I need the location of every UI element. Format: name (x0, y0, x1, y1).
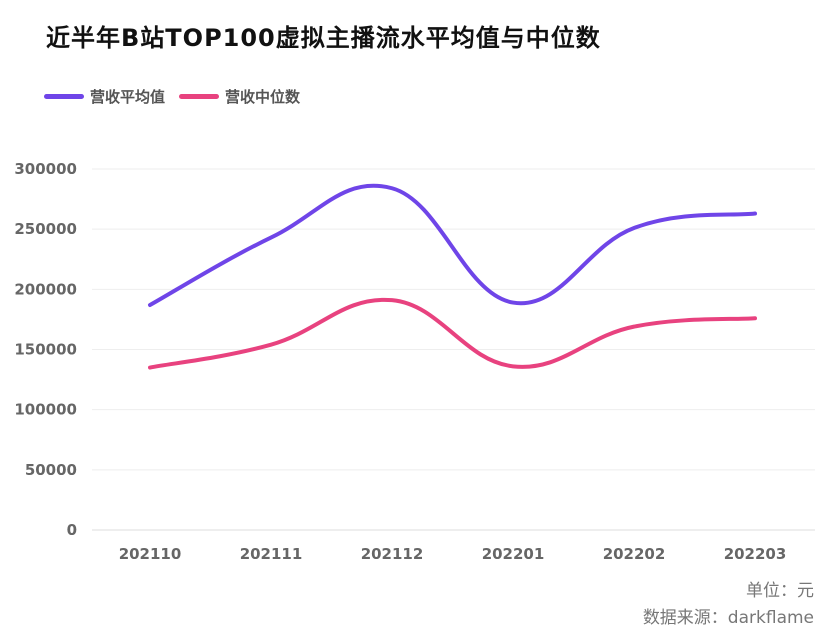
legend-swatch-median (179, 94, 220, 99)
x-tick-label: 202112 (361, 545, 424, 563)
y-tick-label: 250000 (14, 220, 77, 238)
legend: 营收平均值 营收中位数 (44, 86, 300, 107)
x-tick-label: 202111 (240, 545, 303, 563)
y-tick-label: 200000 (14, 280, 77, 298)
chart-title: 近半年B站TOP100虚拟主播流水平均值与中位数 (46, 24, 601, 52)
unit-note: 单位：元 (746, 581, 814, 601)
y-tick-label: 300000 (14, 160, 77, 178)
legend-item-mean[interactable]: 营收平均值 (44, 86, 165, 107)
x-tick-label: 202110 (119, 545, 182, 563)
legend-item-median[interactable]: 营收中位数 (179, 86, 300, 107)
series-line-median (148, 297, 757, 370)
x-tick-label: 202201 (482, 545, 545, 563)
x-tick-label: 202202 (603, 545, 666, 563)
y-tick-label: 50000 (25, 461, 77, 479)
series-line-mean (148, 183, 757, 307)
y-tick-label: 150000 (14, 341, 77, 359)
y-tick-label: 100000 (14, 401, 77, 419)
legend-swatch-mean (44, 94, 84, 99)
source-note: 数据来源：darkflame (642, 608, 814, 628)
legend-label-median: 营收中位数 (225, 88, 301, 106)
y-tick-label: 0 (67, 521, 77, 539)
x-tick-label: 202203 (724, 545, 787, 563)
legend-label-mean: 营收平均值 (90, 88, 166, 106)
